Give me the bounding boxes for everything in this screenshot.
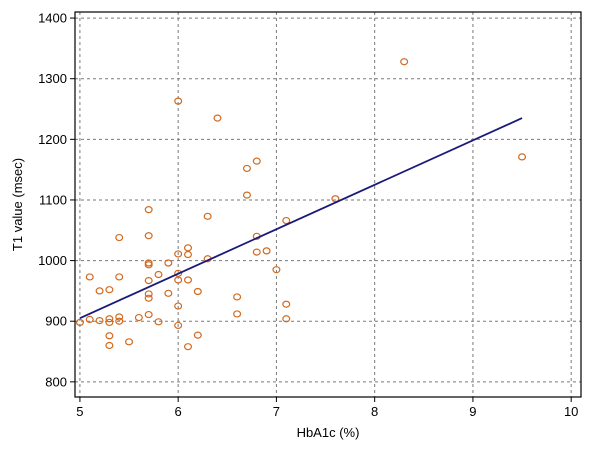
data-point (183, 244, 192, 252)
data-point (134, 313, 143, 322)
data-point (174, 97, 183, 105)
data-point (164, 259, 173, 267)
data-point (144, 310, 153, 319)
y-tick-label: 1300 (38, 71, 67, 86)
data-point (233, 310, 242, 318)
y-tick-label: 1200 (38, 132, 67, 147)
x-tick-label: 8 (371, 404, 378, 419)
axis-ticks (70, 17, 572, 402)
data-point (174, 321, 183, 330)
data-point (144, 206, 153, 214)
data-point (105, 286, 114, 294)
y-tick-label: 1000 (38, 253, 67, 268)
data-point (213, 114, 222, 122)
data-point (85, 273, 94, 281)
data-point (400, 58, 409, 66)
grid (75, 12, 581, 397)
data-point (183, 250, 192, 259)
regression-line (79, 117, 523, 320)
data-point (164, 289, 173, 297)
data-point (193, 287, 202, 296)
x-tick-label: 5 (76, 404, 83, 419)
x-tick-label: 10 (564, 404, 578, 419)
data-point (125, 338, 134, 346)
tick-labels: 5 6 7 8 9 10 800 900 1000 1100 1200 1300 1400 (38, 11, 578, 419)
data-point (282, 216, 291, 225)
data-point (105, 332, 114, 340)
data-point (144, 294, 153, 302)
data-point (193, 331, 202, 339)
data-point (518, 153, 527, 161)
data-point (115, 313, 124, 321)
data-point (262, 247, 271, 255)
data-point (282, 315, 291, 323)
data-points (75, 58, 527, 351)
data-point (252, 248, 261, 256)
data-point (144, 232, 153, 240)
x-tick-label: 7 (273, 404, 280, 419)
plot-frame (74, 11, 582, 398)
data-point (252, 157, 261, 165)
data-point (144, 261, 153, 269)
data-point (154, 318, 163, 326)
data-point (115, 233, 124, 242)
data-point (282, 300, 291, 308)
data-point (85, 315, 94, 323)
data-point (75, 318, 84, 327)
data-point (183, 343, 192, 351)
data-point (95, 317, 104, 325)
data-point (242, 191, 251, 199)
data-point (144, 276, 153, 285)
data-point (105, 341, 114, 350)
data-point (174, 302, 183, 310)
data-point (242, 164, 251, 173)
data-point (183, 276, 192, 284)
y-axis-title: T1 value (msec) (10, 158, 25, 251)
y-tick-label: 900 (45, 314, 67, 329)
y-tick-label: 1400 (38, 11, 67, 26)
x-axis-title: HbA1c (%) (297, 425, 360, 440)
data-point (95, 287, 104, 295)
data-point (144, 290, 153, 298)
data-point (174, 250, 183, 258)
x-tick-label: 9 (469, 404, 476, 419)
x-tick-label: 6 (175, 404, 182, 419)
data-point (105, 318, 114, 327)
y-tick-label: 800 (45, 374, 67, 389)
y-tick-label: 1100 (39, 192, 67, 207)
data-point (233, 293, 242, 301)
data-point (115, 273, 124, 281)
data-point (203, 212, 212, 220)
data-point (115, 317, 124, 325)
data-point (272, 266, 281, 274)
data-point (105, 315, 114, 323)
data-point (154, 270, 163, 279)
regression-line-group (79, 117, 523, 320)
data-point (174, 269, 183, 277)
data-point (174, 276, 183, 284)
